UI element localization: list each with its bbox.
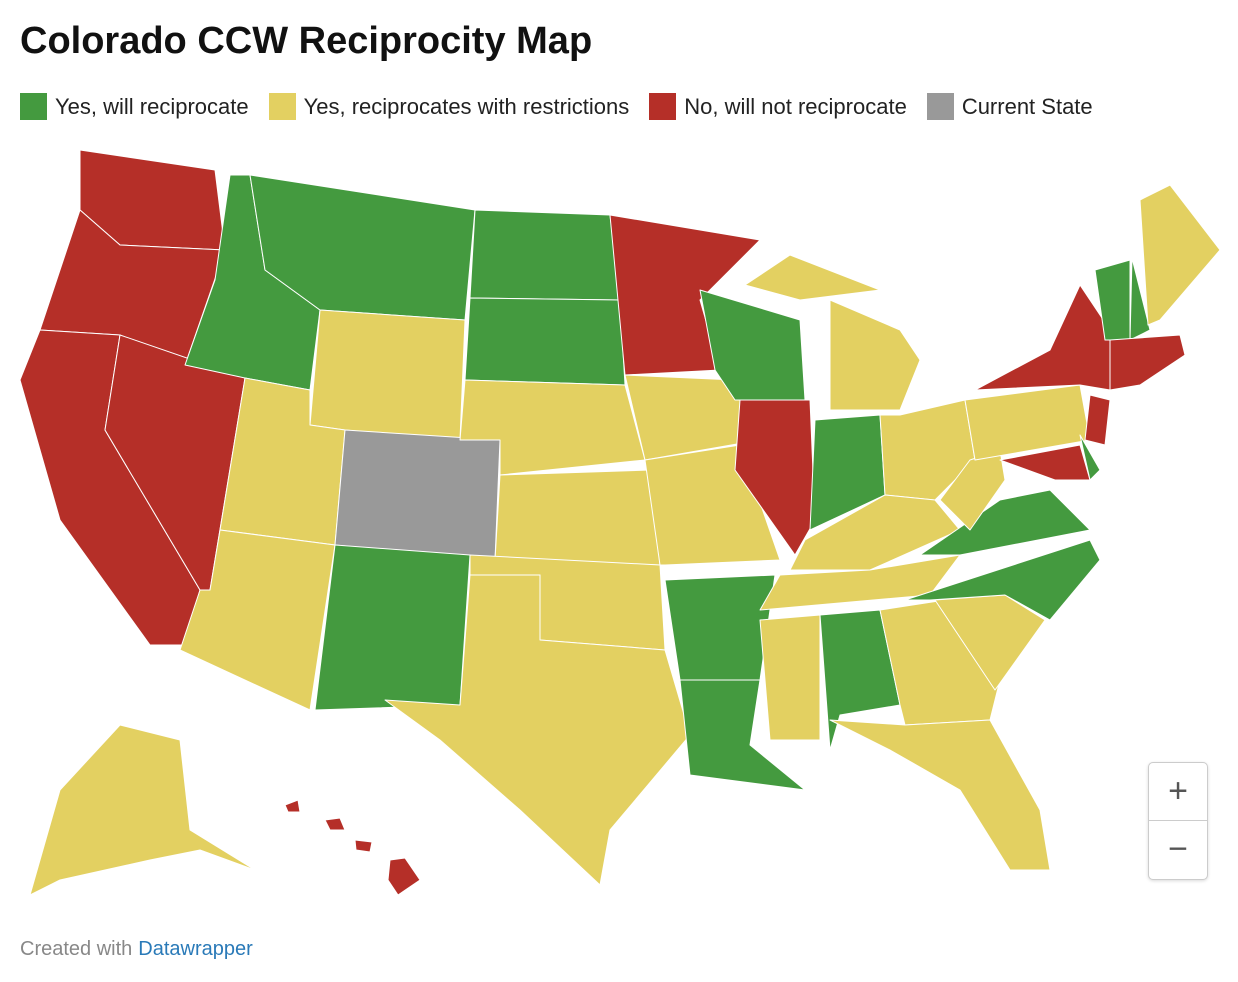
legend-item: Yes, will reciprocate xyxy=(20,93,249,120)
state-shape xyxy=(919,489,1091,556)
state-shape xyxy=(324,817,346,831)
legend-label: Yes, will reciprocate xyxy=(55,93,249,119)
zoom-in[interactable]: + xyxy=(1149,763,1207,821)
legend: Yes, will reciprocate Yes, reciprocates … xyxy=(20,93,1093,120)
legend-swatch xyxy=(649,93,677,120)
state-shape xyxy=(974,284,1111,391)
state-shape xyxy=(759,554,961,611)
state-shape xyxy=(829,299,921,411)
state-shape xyxy=(1129,257,1151,341)
state-shape xyxy=(469,209,621,301)
map xyxy=(19,149,1221,896)
state-shape xyxy=(829,719,1051,871)
legend-swatch xyxy=(926,93,954,120)
state-shape xyxy=(744,254,881,301)
legend-item: Current State xyxy=(926,93,1093,120)
state-shape xyxy=(1109,334,1186,391)
state-shape xyxy=(387,857,421,896)
state-shape xyxy=(354,839,373,853)
legend-label: No, will not reciprocate xyxy=(684,93,907,119)
footer-text: Created with xyxy=(20,938,133,960)
state-shape xyxy=(734,399,816,556)
legend-swatch xyxy=(268,93,296,120)
state-shape xyxy=(314,544,471,711)
footer: Created with Datawrapper xyxy=(20,938,253,961)
state-shape xyxy=(1084,394,1111,446)
state-shape xyxy=(29,724,256,896)
footer-link[interactable]: Datawrapper xyxy=(138,938,253,960)
legend-item: No, will not reciprocate xyxy=(649,93,907,120)
state-shape xyxy=(284,799,301,813)
legend-item: Yes, reciprocates with restrictions xyxy=(268,93,630,120)
state-shape xyxy=(1139,184,1221,326)
state-shape xyxy=(819,609,901,751)
state-shape xyxy=(1079,434,1101,481)
zoom-out[interactable]: − xyxy=(1168,830,1188,868)
state-shape xyxy=(384,574,691,886)
legend-swatch xyxy=(20,93,47,120)
state-shape xyxy=(334,429,501,561)
zoom-control: + − xyxy=(1148,762,1208,880)
state-shape xyxy=(309,309,466,441)
state-shape xyxy=(939,449,1006,531)
state-shape xyxy=(464,297,626,386)
title: Colorado CCW Reciprocity Map xyxy=(20,20,593,62)
state-shape xyxy=(679,679,806,791)
legend-label: Current State xyxy=(961,93,1093,119)
state-shape xyxy=(759,614,821,741)
state-shape xyxy=(904,539,1101,621)
legend-label: Yes, reciprocates with restrictions xyxy=(303,93,630,119)
state-shape xyxy=(664,574,776,681)
state-shape xyxy=(494,469,661,566)
